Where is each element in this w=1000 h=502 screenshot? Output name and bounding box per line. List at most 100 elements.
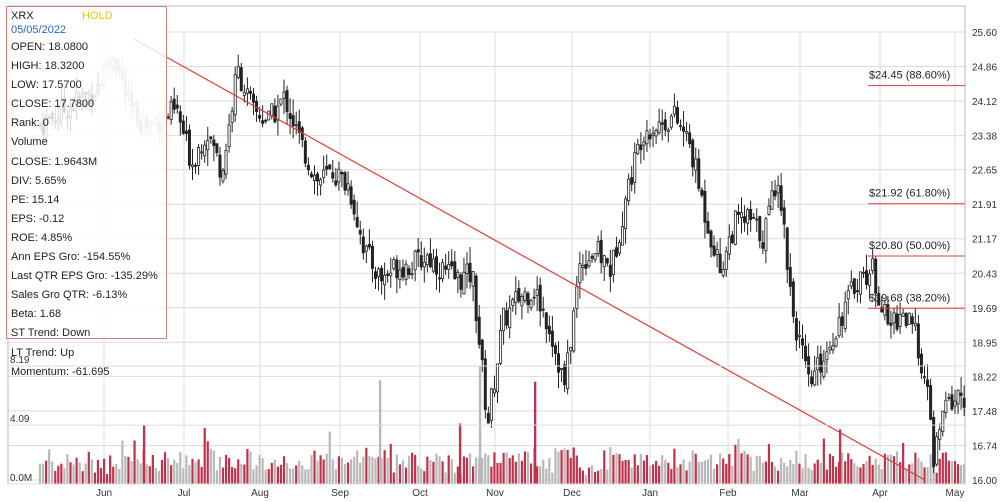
candle-body [907, 312, 911, 325]
stat-line: Volume [11, 136, 48, 149]
volume-bar [313, 450, 316, 484]
candle-body [892, 312, 896, 324]
candle-body [459, 274, 463, 290]
volume-bar [709, 454, 713, 484]
stat-line: Ann EPS Gro: -154.55% [11, 251, 131, 264]
volume-bar [716, 464, 719, 484]
candle-body [633, 152, 637, 184]
candle-body [825, 351, 829, 361]
candle-body [782, 207, 786, 225]
volume-bar [362, 456, 365, 484]
candle-body [367, 244, 371, 248]
stat-line: DIV: 5.65% [11, 174, 67, 187]
candle-body [438, 277, 442, 280]
candle-body [618, 242, 622, 254]
candle-body [373, 271, 377, 279]
volume-bar [81, 471, 84, 484]
candle-body [624, 198, 628, 229]
candle-body [404, 263, 408, 280]
volume-bar [584, 475, 588, 484]
stat-line: CLOSE: 17.7800 [11, 98, 95, 111]
candle-body [599, 239, 603, 264]
volume-bar [590, 465, 594, 484]
candle-body [230, 110, 234, 123]
candle-body [547, 325, 551, 335]
volume-bar [75, 457, 78, 484]
volume-bar [786, 466, 789, 484]
month-tick-label: Nov [486, 488, 504, 499]
volume-bar [700, 461, 703, 484]
candle-body [450, 261, 454, 267]
candle-body [370, 245, 374, 269]
candle-body [340, 172, 344, 175]
volume-bar [279, 464, 283, 484]
volume-bar [41, 464, 45, 484]
candle-body [852, 278, 856, 294]
volume-bar [109, 455, 112, 484]
candle-body [218, 154, 222, 178]
volume-bar [285, 462, 289, 484]
candle-body [901, 312, 905, 317]
candle-body [187, 129, 191, 166]
candle-body [285, 90, 289, 113]
candle-body [639, 144, 643, 151]
volume-spike-bar [838, 429, 842, 484]
volume-bar [740, 453, 743, 484]
candle-body [672, 105, 676, 115]
price-tick-label: 16.74 [972, 441, 997, 452]
volume-bar [847, 453, 850, 484]
price-tick-label: 17.48 [972, 407, 997, 418]
volume-bar [685, 470, 688, 484]
price-tick-label: 19.69 [972, 304, 997, 315]
volume-bar [151, 454, 154, 484]
volume-bar [468, 453, 472, 484]
volume-bar [270, 462, 273, 484]
volume-bar [374, 458, 377, 484]
volume-bar [597, 470, 600, 484]
candle-body [355, 216, 359, 228]
candle-body [514, 291, 518, 303]
stat-line: CLOSE: 1.9643M [11, 155, 98, 168]
candle-body [764, 218, 768, 252]
volume-bar [197, 459, 200, 484]
volume-bar [667, 462, 670, 484]
volume-bar [383, 450, 386, 484]
candle-body [462, 271, 466, 295]
volume-bar [871, 464, 874, 484]
volume-bar [923, 467, 926, 484]
candle-body [837, 317, 841, 337]
volume-bar [414, 454, 417, 484]
volume-bar [831, 456, 835, 484]
volume-tick-label: 8.19 [10, 355, 30, 366]
fib-level-label: $19.68 (38.20%) [869, 292, 950, 304]
candle-body [813, 370, 817, 386]
volume-bar [346, 462, 350, 484]
candle-body [267, 110, 271, 121]
candle-body [343, 172, 347, 191]
volume-bar [566, 449, 569, 484]
volume-bar [868, 455, 871, 484]
candle-body [316, 173, 320, 182]
volume-bar [465, 457, 469, 484]
volume-bar [856, 466, 859, 484]
candle-body [236, 66, 240, 78]
candle-body [950, 394, 954, 410]
candle-body [273, 105, 277, 123]
price-tick-label: 24.86 [972, 63, 997, 74]
volume-bar [529, 463, 533, 484]
candle-body [880, 307, 884, 313]
candle-body [258, 114, 262, 119]
candle-body [389, 272, 393, 277]
candle-body [328, 164, 332, 170]
volume-bar [331, 459, 334, 484]
candle-body [608, 264, 612, 277]
candle-body [505, 310, 509, 326]
volume-bar [231, 466, 234, 484]
volume-bar [932, 467, 935, 484]
volume-bar [828, 453, 832, 484]
month-tick-label: Jul [178, 488, 191, 499]
volume-bar [401, 460, 405, 484]
volume-bar [752, 470, 755, 484]
volume-bar [139, 463, 142, 484]
volume-bar [435, 453, 438, 484]
